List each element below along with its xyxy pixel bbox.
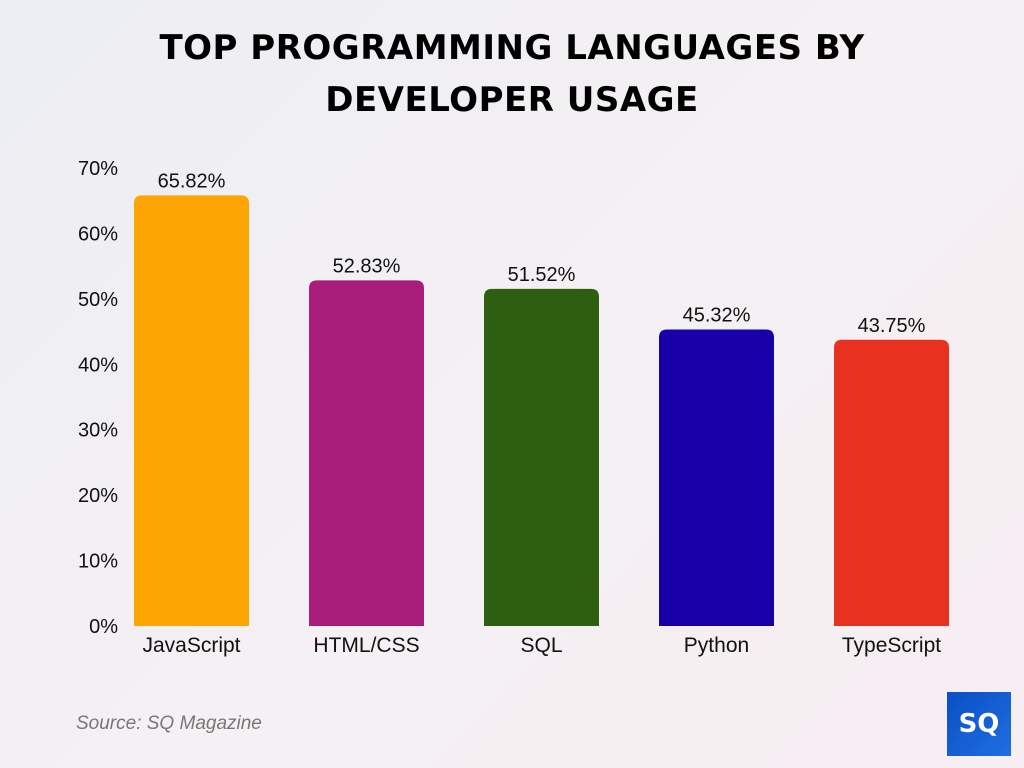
x-tick-label: SQL (520, 634, 562, 657)
y-tick-label: 30% (78, 420, 118, 442)
source-note: Source: SQ Magazine (76, 713, 262, 734)
y-tick-label: 20% (78, 485, 118, 507)
y-tick-label: 10% (78, 551, 118, 573)
data-label: 45.32% (683, 304, 751, 326)
bar-javascript (134, 195, 249, 627)
bar-typescript (834, 339, 949, 626)
y-tick-label: 50% (78, 289, 118, 311)
x-tick-label: TypeScript (842, 634, 941, 657)
y-tick-label: 0% (89, 616, 118, 638)
chart-title: TOP PROGRAMMING LANGUAGES BY DEVELOPER US… (159, 28, 865, 120)
y-tick-label: 70% (78, 158, 118, 180)
x-tick-label: HTML/CSS (313, 634, 419, 657)
data-label: 51.52% (508, 264, 576, 286)
bar-sql (484, 288, 599, 626)
y-tick-label: 60% (78, 223, 118, 245)
data-label: 65.82% (158, 170, 226, 192)
x-tick-label: Python (684, 634, 749, 657)
bar-python (659, 329, 774, 626)
bar-htmlcss (309, 280, 424, 626)
x-tick-label: JavaScript (142, 634, 240, 657)
sq-logo: SQ (947, 692, 1011, 756)
data-label: 43.75% (858, 315, 926, 337)
y-tick-label: 40% (78, 354, 118, 376)
data-label: 52.83% (333, 255, 401, 277)
